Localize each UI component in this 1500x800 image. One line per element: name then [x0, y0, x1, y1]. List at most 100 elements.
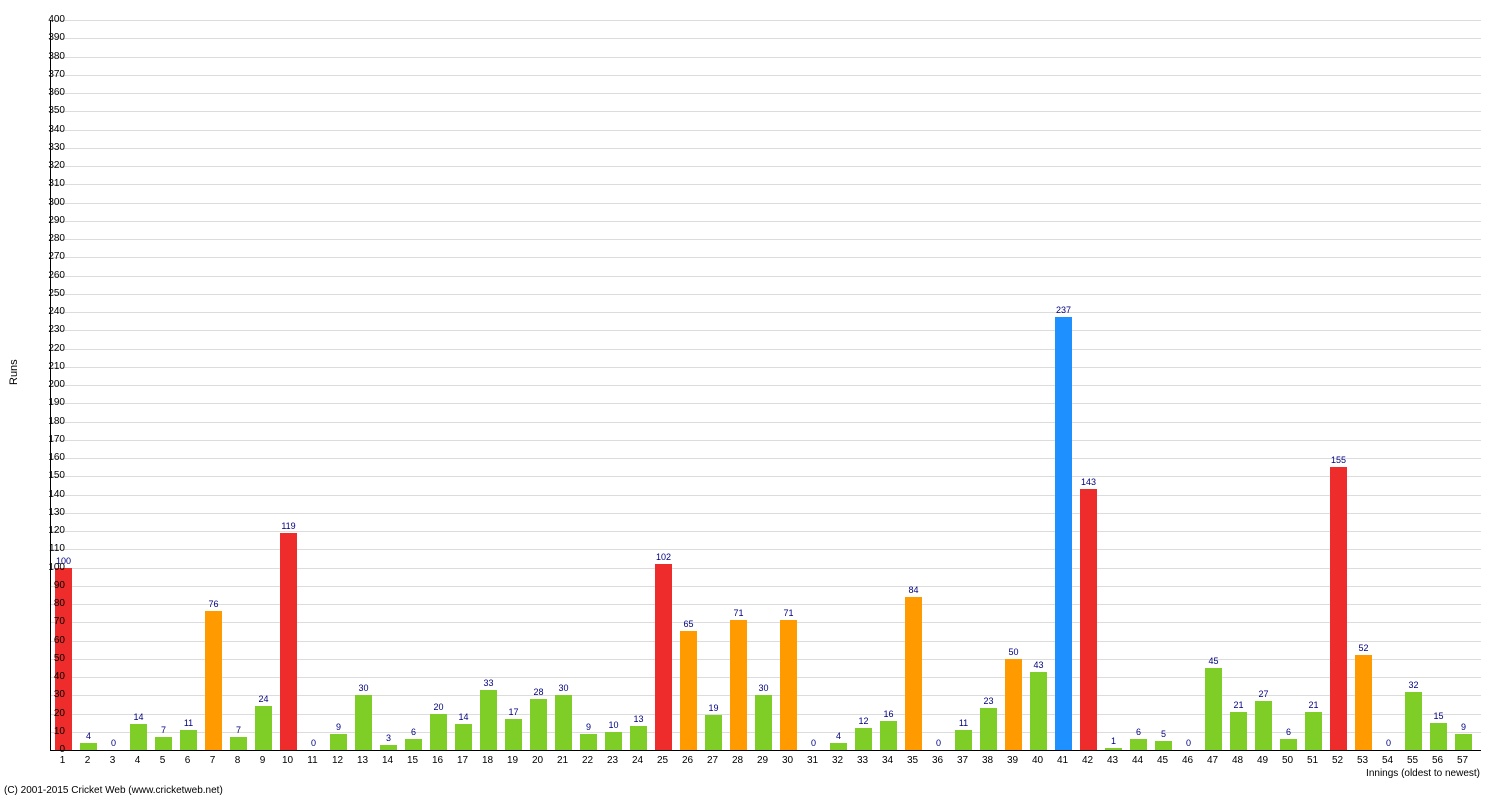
x-tick-label: 46: [1178, 755, 1198, 766]
x-tick-label: 49: [1253, 755, 1273, 766]
bar-value-label: 27: [1258, 689, 1268, 699]
y-tick-label: 280: [35, 234, 65, 244]
grid-line: [51, 531, 1481, 532]
bar-value-label: 84: [908, 585, 918, 595]
bar: [1230, 712, 1248, 750]
grid-line: [51, 604, 1481, 605]
bar: [1405, 692, 1423, 750]
x-tick-label: 14: [378, 755, 398, 766]
bar: [455, 724, 473, 750]
y-tick-label: 320: [35, 161, 65, 171]
x-tick-label: 34: [878, 755, 898, 766]
bar-value-label: 0: [1386, 738, 1391, 748]
grid-line: [51, 677, 1481, 678]
x-tick-label: 10: [278, 755, 298, 766]
y-tick-label: 130: [35, 508, 65, 518]
y-tick-label: 220: [35, 344, 65, 354]
y-tick-label: 90: [35, 581, 65, 591]
y-tick-label: 40: [35, 672, 65, 682]
bar: [405, 739, 423, 750]
bar-value-label: 20: [433, 702, 443, 712]
x-tick-label: 4: [128, 755, 148, 766]
grid-line: [51, 184, 1481, 185]
x-tick-label: 31: [803, 755, 823, 766]
x-tick-label: 23: [603, 755, 623, 766]
x-tick-label: 1: [53, 755, 73, 766]
y-tick-label: 360: [35, 88, 65, 98]
y-tick-label: 290: [35, 216, 65, 226]
bar: [1255, 701, 1273, 750]
y-tick-label: 250: [35, 289, 65, 299]
x-tick-label: 29: [753, 755, 773, 766]
x-tick-label: 8: [228, 755, 248, 766]
bar: [980, 708, 998, 750]
grid-line: [51, 568, 1481, 569]
y-tick-label: 170: [35, 435, 65, 445]
bar-value-label: 30: [358, 683, 368, 693]
bar: [80, 743, 98, 750]
bar-value-label: 71: [733, 608, 743, 618]
x-tick-label: 9: [253, 755, 273, 766]
bar: [1205, 668, 1223, 750]
bar-value-label: 0: [811, 738, 816, 748]
bar-value-label: 65: [683, 619, 693, 629]
grid-line: [51, 641, 1481, 642]
y-tick-label: 350: [35, 106, 65, 116]
bar: [505, 719, 523, 750]
x-tick-label: 2: [78, 755, 98, 766]
bar: [1280, 739, 1298, 750]
bar-value-label: 9: [336, 722, 341, 732]
bar: [630, 726, 648, 750]
bar: [1330, 467, 1348, 750]
bar: [1030, 672, 1048, 750]
x-tick-label: 41: [1053, 755, 1073, 766]
plot-area: 1004014711767241190930362014331728309101…: [50, 20, 1481, 751]
grid-line: [51, 148, 1481, 149]
bar-value-label: 6: [1286, 727, 1291, 737]
bar: [205, 611, 223, 750]
bar: [855, 728, 873, 750]
bar: [1130, 739, 1148, 750]
x-tick-label: 25: [653, 755, 673, 766]
bar: [480, 690, 498, 750]
x-tick-label: 24: [628, 755, 648, 766]
bar-value-label: 30: [758, 683, 768, 693]
x-tick-label: 45: [1153, 755, 1173, 766]
bar-value-label: 21: [1233, 700, 1243, 710]
bar: [830, 743, 848, 750]
bar-value-label: 11: [959, 718, 968, 728]
bar: [1355, 655, 1373, 750]
grid-line: [51, 422, 1481, 423]
bar-value-label: 14: [458, 712, 468, 722]
bar-value-label: 15: [1433, 711, 1443, 721]
x-tick-label: 44: [1128, 755, 1148, 766]
y-tick-label: 300: [35, 198, 65, 208]
bar: [380, 745, 398, 750]
bar-value-label: 32: [1408, 680, 1418, 690]
y-tick-label: 180: [35, 417, 65, 427]
bar-value-label: 4: [86, 731, 91, 741]
y-tick-label: 370: [35, 70, 65, 80]
bar-value-label: 19: [708, 703, 718, 713]
bar-value-label: 14: [133, 712, 143, 722]
grid-line: [51, 294, 1481, 295]
grid-line: [51, 440, 1481, 441]
x-tick-label: 5: [153, 755, 173, 766]
y-tick-label: 30: [35, 690, 65, 700]
grid-line: [51, 130, 1481, 131]
y-tick-label: 50: [35, 654, 65, 664]
bar: [1430, 723, 1448, 750]
bar: [880, 721, 898, 750]
bar: [730, 620, 748, 750]
bar-value-label: 7: [236, 725, 241, 735]
bar: [955, 730, 973, 750]
y-tick-label: 200: [35, 380, 65, 390]
bar-value-label: 6: [411, 727, 416, 737]
bar: [1455, 734, 1473, 750]
y-tick-label: 140: [35, 490, 65, 500]
bar: [180, 730, 198, 750]
bar: [230, 737, 248, 750]
y-tick-label: 260: [35, 271, 65, 281]
runs-bar-chart: 1004014711767241190930362014331728309101…: [0, 0, 1500, 800]
y-axis-label: Runs: [8, 359, 20, 385]
